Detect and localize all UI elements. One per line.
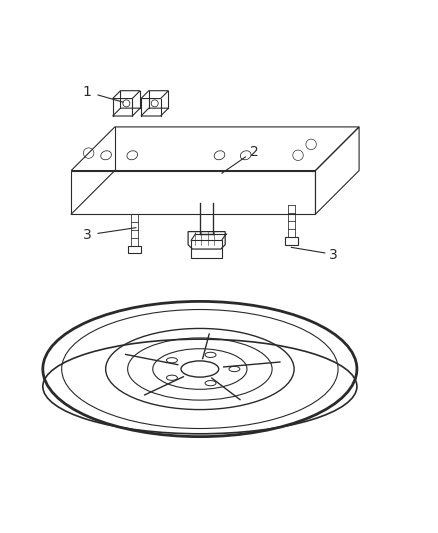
Bar	[285, 237, 297, 245]
Text: 3: 3	[328, 248, 337, 262]
Bar	[191, 240, 221, 258]
Text: 3: 3	[83, 228, 92, 242]
Text: 2: 2	[250, 145, 258, 159]
Bar	[128, 246, 140, 253]
Text: 1: 1	[82, 85, 91, 99]
